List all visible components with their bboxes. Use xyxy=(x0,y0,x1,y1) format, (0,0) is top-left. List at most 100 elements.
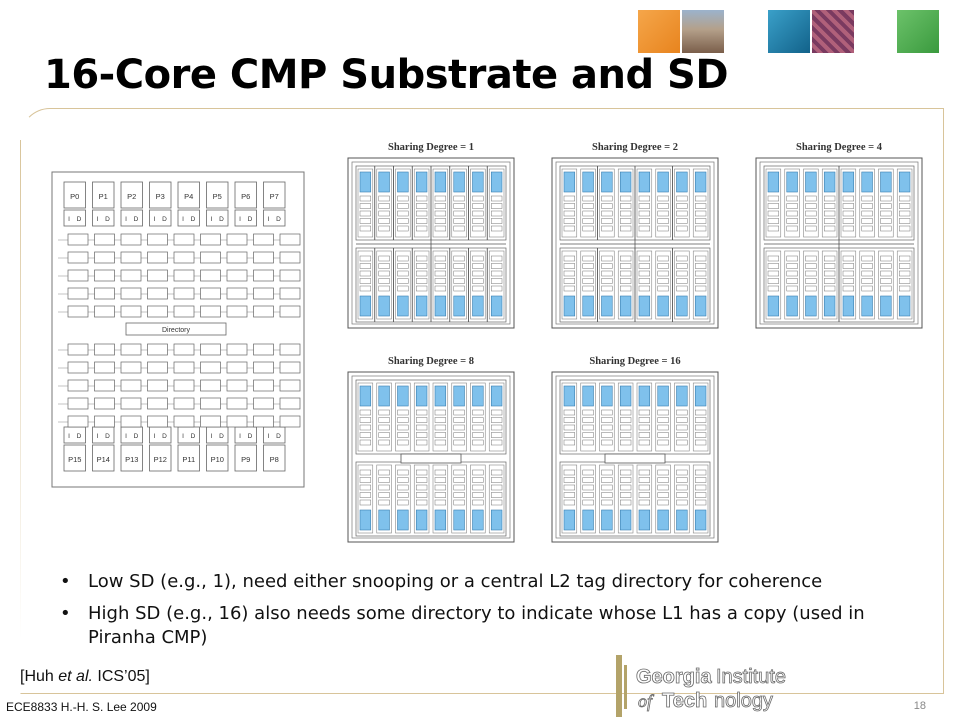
cache-line-block xyxy=(861,225,873,232)
core-block xyxy=(415,295,428,317)
cache-line-block xyxy=(824,225,836,232)
cache-line-block xyxy=(657,195,669,202)
core-column xyxy=(655,168,671,238)
cache-line-block xyxy=(805,195,817,202)
cache-line-block xyxy=(842,278,854,284)
cache-line-block xyxy=(861,270,873,277)
cache-line-block xyxy=(899,218,911,224)
cache-line-block xyxy=(359,432,371,438)
core-column xyxy=(674,464,690,534)
cache-line-block xyxy=(657,285,669,292)
core-column xyxy=(488,250,505,320)
cache-line-block xyxy=(824,285,836,292)
cache-line-block xyxy=(767,263,779,269)
core-block xyxy=(472,295,484,317)
core-block xyxy=(898,171,911,193)
cache-line-block xyxy=(657,492,669,498)
core-column xyxy=(636,250,653,320)
cache-line-block xyxy=(378,432,390,438)
cache-line-block xyxy=(880,278,892,284)
central-junction xyxy=(604,453,666,464)
core-column xyxy=(674,250,690,320)
cache-line-block xyxy=(563,417,575,423)
sharing-degree-title: Sharing Degree = 1 xyxy=(388,142,474,153)
cache-line-block xyxy=(657,432,669,438)
l2-bank xyxy=(173,343,195,356)
cache-line-block xyxy=(582,469,594,476)
cache-line-block xyxy=(601,499,613,506)
cache-line-block xyxy=(638,439,650,446)
cache-line-block xyxy=(491,432,503,438)
cache-line-block xyxy=(842,203,854,209)
l2-bank xyxy=(253,415,274,428)
processor-box xyxy=(149,181,172,209)
core-block xyxy=(694,171,707,193)
content-frame xyxy=(20,108,944,694)
cache-line-block xyxy=(786,210,798,217)
l2-bank xyxy=(226,305,248,318)
cache-line-block xyxy=(397,255,409,262)
cache-line-block xyxy=(767,278,779,284)
cache-line-block xyxy=(842,218,854,224)
cache-line-block xyxy=(786,195,798,202)
cache-line-block xyxy=(824,195,836,202)
cache-line-block xyxy=(472,409,484,416)
cache-line-block xyxy=(416,477,428,483)
cache-line-block xyxy=(397,218,409,224)
cache-line-block xyxy=(861,278,873,284)
cache-line-block xyxy=(805,278,817,284)
cache-line-block xyxy=(491,469,503,476)
cache-line-block xyxy=(676,285,688,292)
icache-label: I xyxy=(211,216,213,223)
cache-line-block xyxy=(434,210,446,217)
l2-bank xyxy=(147,233,168,246)
icache-label: I xyxy=(239,216,241,223)
core-column xyxy=(470,168,486,238)
core-block xyxy=(601,171,613,193)
georgia-tech-logo: Georgia Institute of Tech nology xyxy=(616,655,786,717)
processor-box xyxy=(63,181,86,209)
core-block xyxy=(434,295,447,317)
core-column xyxy=(451,382,467,452)
core-block xyxy=(397,171,409,193)
cache-line-block xyxy=(657,203,669,209)
l2-bank xyxy=(200,251,221,264)
core-block xyxy=(676,385,688,407)
processor-box xyxy=(263,444,286,472)
cache-line-block xyxy=(491,278,503,284)
cache-line-block xyxy=(397,432,409,438)
logo-institute: Institute xyxy=(716,666,786,688)
cache-line-block xyxy=(453,203,465,209)
core-block xyxy=(657,509,669,531)
core-column xyxy=(878,168,894,238)
cache-line-block xyxy=(899,285,911,292)
l2-bank xyxy=(253,287,274,300)
l2-bank xyxy=(94,343,115,356)
logo-georgia: Georgia xyxy=(636,666,712,688)
cache-line-block xyxy=(416,484,428,491)
l2-bank xyxy=(226,361,248,374)
core-column xyxy=(413,382,430,452)
l2-bank xyxy=(279,233,301,246)
dcache-label: D xyxy=(77,433,82,440)
core-column xyxy=(561,382,578,452)
cache-line-block xyxy=(620,203,632,209)
cache-line-block xyxy=(378,263,390,269)
cache-line-block xyxy=(842,270,854,277)
cache-line-block xyxy=(582,278,594,284)
logo-nology: nology xyxy=(714,690,773,712)
l2-bank xyxy=(67,379,89,392)
cache-line-block xyxy=(434,492,446,498)
core-block xyxy=(676,509,688,531)
cache-line-block xyxy=(786,225,798,232)
teal-block xyxy=(768,10,810,53)
cache-line-block xyxy=(620,270,632,277)
processor-box xyxy=(63,444,86,472)
core-column xyxy=(821,168,838,238)
l2-bank xyxy=(94,251,115,264)
l2-bank xyxy=(173,233,195,246)
cache-line-block xyxy=(824,210,836,217)
core-block xyxy=(359,171,372,193)
cache-line-block xyxy=(563,270,575,277)
sharing-panel-inner xyxy=(555,375,715,539)
